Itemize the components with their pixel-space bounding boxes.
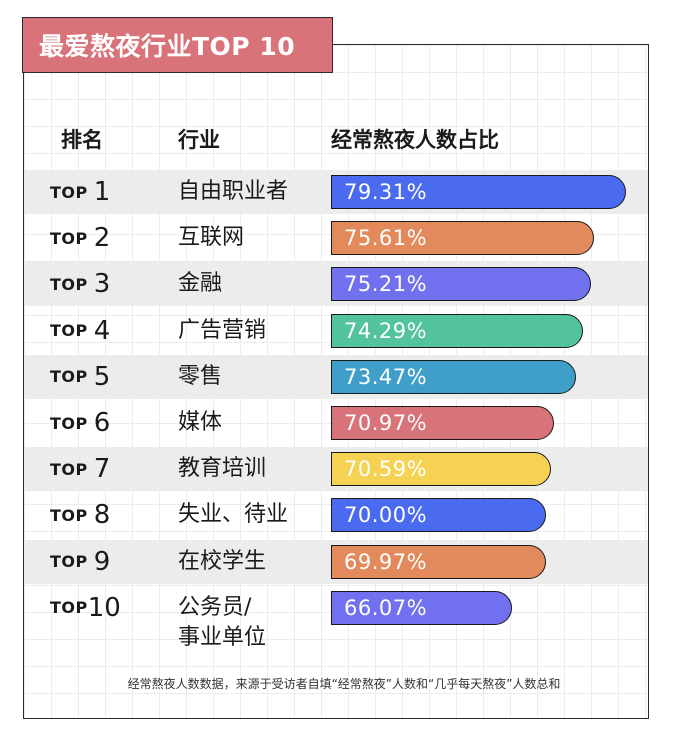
bar-mark: 73.47%: [331, 359, 576, 394]
rank-prefix: TOP: [50, 459, 88, 479]
rank-number: 10: [87, 592, 121, 623]
rank-label: TOP 2: [50, 216, 110, 260]
rank-label: TOP 7: [50, 447, 110, 491]
rank-label: TOP 6: [50, 401, 110, 445]
rank-label: TOP 8: [50, 493, 110, 537]
industry-label: 媒体: [178, 410, 223, 435]
bar-mark: 79.31%: [331, 175, 626, 209]
rank-number: 2: [93, 223, 111, 254]
rank-label: TOP 10: [50, 586, 121, 630]
rank-number: 5: [93, 361, 111, 392]
rank-prefix: TOP: [50, 274, 88, 294]
industry-label: 在校学生: [178, 548, 267, 574]
rank-label: TOP 1: [50, 170, 110, 214]
rank-number: 1: [93, 177, 111, 207]
rank-prefix: TOP: [50, 505, 88, 525]
bar-mark: 74.29%: [331, 313, 583, 348]
header-rank: 排名: [61, 128, 103, 152]
industry-label: 公务员/ 事业单位: [178, 594, 267, 650]
rank-prefix: TOP: [50, 413, 88, 433]
industry-label: 零售: [178, 363, 223, 389]
rank-number: 8: [93, 500, 111, 531]
bar-mark: 75.61%: [331, 221, 594, 256]
bar-mark: 70.97%: [331, 406, 554, 440]
rank-number: 4: [93, 315, 111, 346]
industry-label: 教育培训: [178, 456, 267, 482]
rank-label: TOP 3: [50, 262, 110, 306]
chart-title: 最爱熬夜行业TOP 10: [22, 17, 333, 73]
rank-prefix: TOP: [50, 228, 88, 248]
rank-number: 6: [93, 408, 111, 438]
rank-label: TOP 9: [50, 540, 110, 584]
bar-mark: 69.97%: [331, 544, 546, 579]
rank-number: 7: [93, 454, 111, 485]
bar-mark: 70.59%: [331, 452, 551, 487]
header-industry: 行业: [178, 128, 220, 152]
rank-number: 3: [93, 269, 111, 300]
industry-label: 自由职业者: [178, 179, 289, 204]
bar-mark: 75.21%: [331, 267, 591, 302]
rank-label: TOP 4: [50, 309, 110, 353]
rank-prefix: TOP: [50, 552, 88, 572]
rank-label: TOP 5: [50, 355, 110, 399]
bar-mark: 66.07%: [331, 590, 512, 625]
industry-label: 广告营销: [178, 317, 267, 343]
bar-mark: 70.00%: [331, 498, 546, 533]
industry-label: 互联网: [178, 225, 245, 251]
footnote: 经常熬夜人数数据，来源于受访者自填“经常熬夜”人数和“几乎每天熬夜”人数总和: [127, 677, 561, 691]
rank-number: 9: [93, 546, 111, 577]
rank-prefix: TOP: [50, 321, 88, 341]
industry-label: 金融: [178, 271, 223, 297]
rank-prefix: TOP: [50, 598, 88, 618]
industry-label: 失业、待业: [178, 502, 289, 528]
rank-prefix: TOP: [50, 367, 88, 387]
rank-prefix: TOP: [50, 182, 88, 202]
header-ratio: 经常熬夜人数占比: [331, 128, 499, 152]
